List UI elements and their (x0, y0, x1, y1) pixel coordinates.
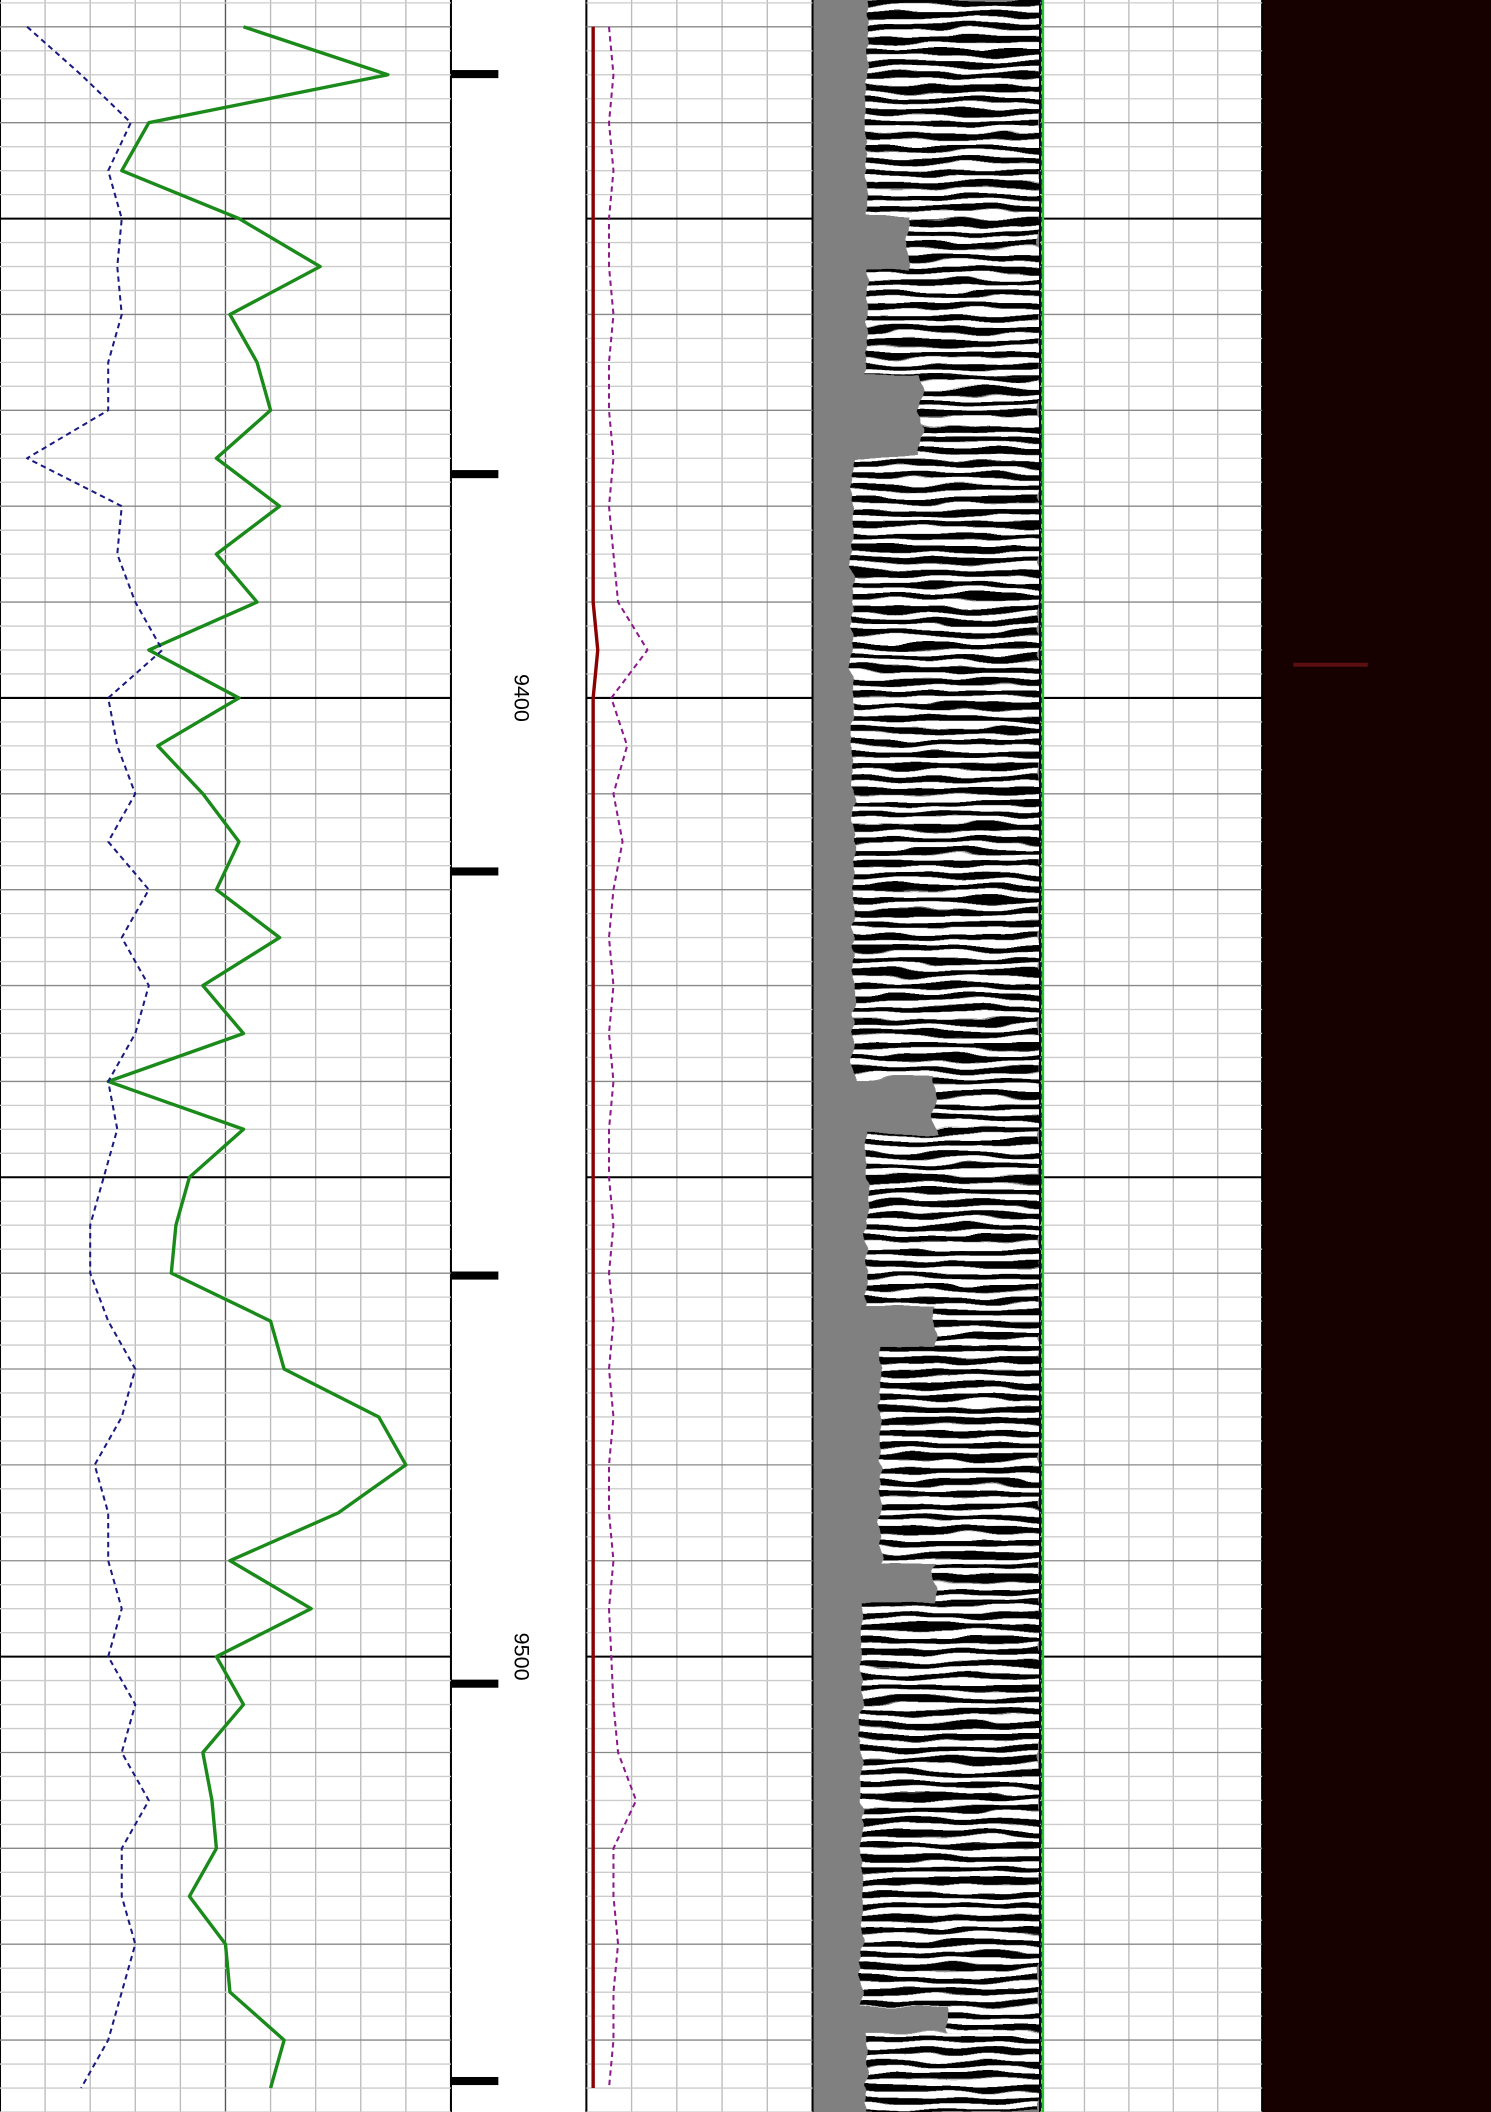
depth-marker (450, 470, 499, 479)
depth-label: 9400 (509, 674, 534, 722)
log-curve (106, 25, 408, 2089)
log-curve (591, 26, 600, 2089)
log-curve (607, 26, 649, 2089)
depth-label: 9500 (509, 1633, 534, 1681)
depth-marker (450, 867, 499, 876)
depth-marker (450, 1679, 499, 1688)
depth-marker (450, 70, 499, 79)
dark-track (1262, 0, 1491, 2112)
grid (0, 0, 1264, 2112)
image-stripes (853, 0, 1041, 2112)
depth-marker (450, 2076, 499, 2086)
log-curve (26, 26, 164, 2089)
depth-marker (450, 1271, 499, 1280)
dark-track-mark (1293, 662, 1368, 667)
curves (26, 0, 1045, 2112)
